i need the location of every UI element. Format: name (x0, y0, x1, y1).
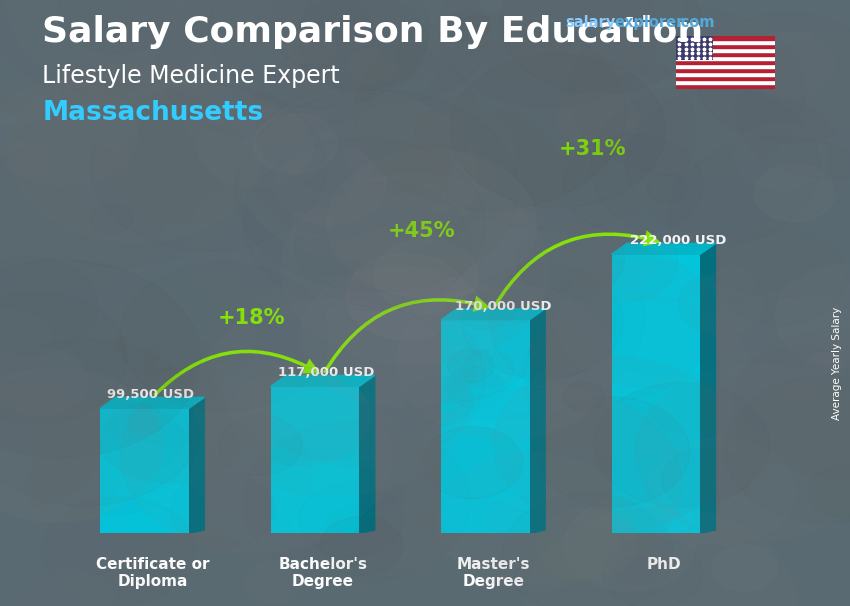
Polygon shape (441, 308, 545, 319)
Text: Bachelor's
Degree: Bachelor's Degree (278, 557, 367, 590)
Circle shape (275, 145, 387, 225)
Circle shape (536, 508, 638, 581)
Circle shape (564, 498, 695, 591)
Text: Lifestyle Medicine Expert: Lifestyle Medicine Expert (42, 64, 340, 88)
Polygon shape (271, 375, 375, 386)
Circle shape (121, 360, 391, 553)
Polygon shape (189, 398, 204, 533)
Bar (100, 408, 189, 533)
Circle shape (9, 63, 262, 243)
Circle shape (744, 32, 835, 97)
Polygon shape (100, 398, 204, 408)
Polygon shape (360, 375, 375, 533)
FancyArrowPatch shape (493, 230, 661, 307)
Text: explorer: explorer (615, 15, 684, 30)
Text: PhD: PhD (646, 557, 681, 572)
Circle shape (636, 365, 850, 541)
Circle shape (530, 328, 597, 376)
Text: 170,000 USD: 170,000 USD (455, 300, 552, 313)
Circle shape (524, 508, 796, 606)
Bar (441, 319, 530, 533)
Text: +18%: +18% (218, 308, 285, 328)
Circle shape (453, 285, 515, 330)
Circle shape (374, 239, 478, 313)
Text: Massachusetts: Massachusetts (42, 100, 264, 126)
Circle shape (0, 260, 201, 458)
Text: +45%: +45% (388, 221, 456, 241)
Circle shape (462, 350, 513, 388)
Text: 222,000 USD: 222,000 USD (631, 235, 727, 247)
Circle shape (327, 150, 536, 298)
Circle shape (320, 516, 403, 576)
Circle shape (262, 0, 479, 85)
Polygon shape (612, 244, 716, 255)
Circle shape (286, 28, 336, 64)
Text: Certificate or
Diploma: Certificate or Diploma (96, 557, 209, 590)
Circle shape (108, 335, 159, 371)
Circle shape (346, 253, 467, 339)
Text: Master's
Degree: Master's Degree (456, 557, 530, 590)
Circle shape (0, 369, 162, 522)
Text: Average Yearly Salary: Average Yearly Salary (832, 307, 842, 420)
Circle shape (347, 49, 396, 84)
Circle shape (281, 174, 549, 365)
FancyArrowPatch shape (323, 296, 490, 374)
Bar (612, 255, 700, 533)
Circle shape (558, 92, 638, 149)
Text: +31%: +31% (558, 139, 626, 159)
Polygon shape (530, 308, 545, 533)
Circle shape (253, 114, 337, 174)
Circle shape (0, 292, 127, 424)
FancyArrowPatch shape (153, 350, 320, 396)
Text: salary: salary (565, 15, 615, 30)
Circle shape (447, 10, 490, 41)
Text: 117,000 USD: 117,000 USD (278, 367, 374, 379)
Circle shape (422, 427, 523, 499)
Circle shape (450, 53, 666, 207)
Circle shape (697, 12, 850, 142)
Bar (271, 386, 360, 533)
Text: Salary Comparison By Education: Salary Comparison By Education (42, 15, 704, 49)
Bar (676, 36, 713, 60)
Polygon shape (700, 244, 716, 533)
Text: .com: .com (676, 15, 715, 30)
Circle shape (0, 384, 101, 509)
Text: 99,500 USD: 99,500 USD (107, 388, 195, 401)
Circle shape (754, 164, 836, 222)
